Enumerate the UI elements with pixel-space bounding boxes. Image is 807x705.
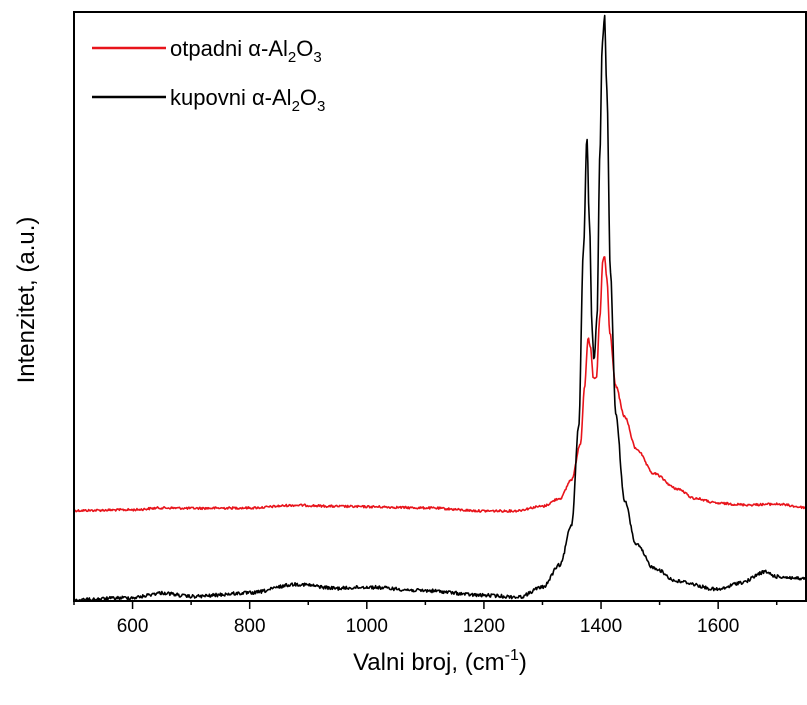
x-tick-label-1600: 1600 xyxy=(697,616,739,637)
x-tick-label-1000: 1000 xyxy=(346,616,388,637)
legend-label-otpadni-sub2: 2 xyxy=(288,49,296,66)
legend: otpadni α-Al2O3 kupovni α-Al2O3 xyxy=(92,36,325,115)
legend-label-otpadni-o: O xyxy=(296,36,313,61)
legend-label-kupovni-alpha: α xyxy=(252,85,265,110)
x-tick-label-600: 600 xyxy=(117,616,149,637)
series-line-otpadni xyxy=(74,256,806,513)
legend-label-kupovni-o: O xyxy=(300,85,317,110)
tick-layer: 600 800 1000 1200 1400 1600 xyxy=(73,601,778,637)
legend-label-kupovni-prefix: kupovni xyxy=(170,85,252,110)
legend-label-kupovni-sub2: 2 xyxy=(292,98,300,115)
x-axis-title-close: ) xyxy=(519,649,527,676)
legend-label-kupovni-sub3: 3 xyxy=(317,98,325,115)
legend-label-otpadni-alpha: α xyxy=(248,36,261,61)
y-axis-title: Intenzitet, (a.u.) xyxy=(13,217,40,384)
x-axis-title: Valni broj, (cm-1) xyxy=(353,647,527,676)
x-axis-title-main: Valni broj, (cm xyxy=(353,649,505,676)
x-tick-label-800: 800 xyxy=(234,616,266,637)
series-layer xyxy=(74,14,806,601)
plot-frame xyxy=(73,11,807,602)
legend-label-otpadni-prefix: otpadni xyxy=(170,36,248,61)
x-tick-label-1400: 1400 xyxy=(580,616,622,637)
series-line-kupovni xyxy=(74,14,806,601)
x-axis-title-superscript: -1 xyxy=(505,647,519,664)
legend-label-otpadni-al: -Al xyxy=(261,36,288,61)
legend-label-kupovni-al: -Al xyxy=(265,85,292,110)
legend-label-kupovni: kupovni α-Al2O3 xyxy=(170,85,325,115)
x-tick-label-1200: 1200 xyxy=(463,616,505,637)
legend-label-otpadni-sub3: 3 xyxy=(313,49,321,66)
legend-label-otpadni: otpadni α-Al2O3 xyxy=(170,36,322,66)
